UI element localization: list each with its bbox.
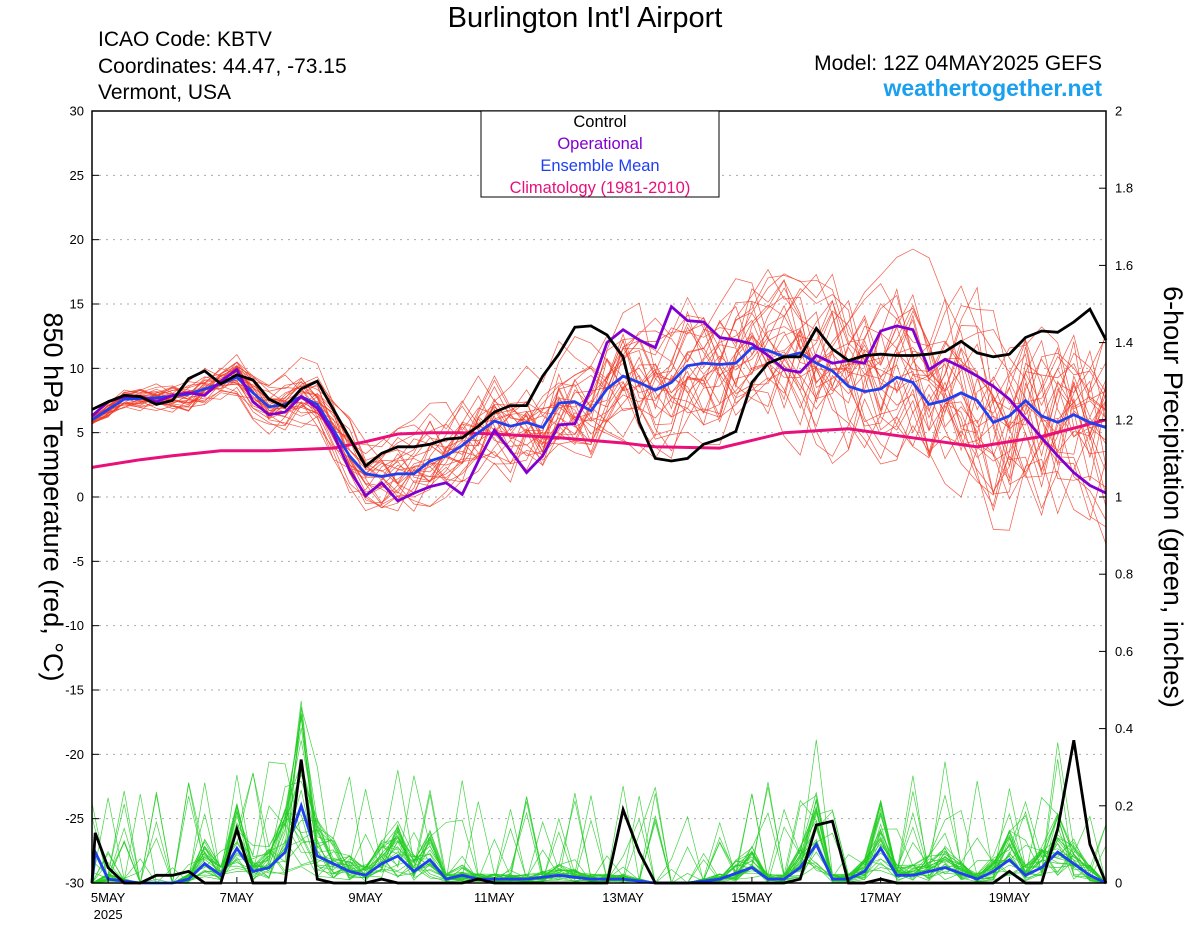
y-tick-label: -15 [65,683,84,698]
temp-member-line [91,315,1107,506]
y2-tick-label: 0.6 [1115,644,1133,659]
legend: Control Operational Ensemble Mean Climatolo… [480,110,720,198]
y2-axis-label: 6-hour Precipitation (green, inches) [1158,286,1188,708]
temp-member-line [91,248,1107,507]
temp-member-line [91,326,1107,496]
precip-member-line [91,717,1107,884]
y2-tick-label: 0.8 [1115,567,1133,582]
y-tick-label: -30 [65,876,84,891]
temp-member-line [91,336,1107,545]
y2-tick-label: 1.8 [1115,181,1133,196]
x-tick-label: 5MAY [91,890,126,905]
y-tick-label: 25 [70,168,84,183]
left-axis: 30 25 20 15 10 5 0 -5 -10 -15 -20 -25 -30 [65,104,99,891]
grid-lines [92,174,1106,820]
temp-member-line [91,299,1107,512]
right-axis: 2 1.8 1.6 1.4 1.2 1 0.8 0.6 0.4 0.2 0 [1099,104,1133,891]
control-temp-line [91,306,1108,469]
date-axis: 5MAY 2025 7MAY 9MAY 11MAY 13MAY 15MAY 17MAY 19MA… [91,877,1031,922]
chart-title: Burlington Int'l Airport [447,2,723,34]
y2-tick-label: 1.4 [1115,335,1133,350]
precip-member-line [91,770,1107,884]
x-tick-label: 13MAY [602,890,644,905]
region: Vermont, USA [98,81,232,104]
y-tick-label: 0 [77,490,84,505]
precip-member-line [91,762,1107,884]
icao-code: ICAO Code: KBTV [98,28,272,51]
y2-tick-label: 0.2 [1115,798,1133,813]
y-tick-label: -10 [65,618,84,633]
x-tick-label: 17MAY [860,890,902,905]
climatology-temp-line [91,418,1107,469]
y-tick-label: 15 [70,297,84,312]
y2-tick-label: 0 [1115,876,1122,891]
temp-member-line [91,311,1107,521]
operational-temp-line [91,304,1107,503]
model-run: Model: 12Z 04MAY2025 GEFS [814,52,1102,75]
y2-tick-label: 1 [1115,490,1122,505]
y-tick-label: -5 [72,554,84,569]
x-tick-label: 11MAY [474,890,515,905]
temp-member-line [91,288,1107,498]
x-tick-year: 2025 [94,907,123,922]
legend-item: Operational [557,135,642,153]
coordinates: Coordinates: 44.47, -73.15 [98,55,347,78]
y-tick-label: 20 [70,232,84,247]
ensemble-members [91,248,1107,885]
legend-item: Ensemble Mean [540,157,659,175]
y-tick-label: 30 [70,104,84,119]
x-tick-label: 15MAY [731,890,773,905]
ensemble-mean-temp-line [91,346,1107,478]
y-tick-label: -20 [65,747,84,762]
temp-member-line [91,273,1107,500]
website-link[interactable]: weathertogether.net [883,75,1102,101]
x-tick-label: 19MAY [989,890,1031,905]
x-tick-label: 9MAY [348,890,383,905]
y2-tick-label: 2 [1115,104,1122,119]
y-tick-label: 5 [77,425,84,440]
y-axis-label: 850 hPa Temperature (red, °C) [38,313,68,682]
x-tick-label: 7MAY [220,890,255,905]
y2-tick-label: 1.6 [1115,258,1133,273]
temp-member-line [91,294,1107,495]
temp-member-line [91,293,1107,487]
legend-item: Control [573,113,626,131]
legend-box [480,110,720,198]
temp-member-line [91,333,1107,483]
temp-member-line [91,287,1107,512]
y-tick-label: 10 [70,361,84,376]
y2-tick-label: 0.4 [1115,721,1133,736]
y-tick-label: -25 [65,811,84,826]
y2-tick-label: 1.2 [1115,412,1133,427]
legend-item: Climatology (1981-2010) [510,179,691,197]
